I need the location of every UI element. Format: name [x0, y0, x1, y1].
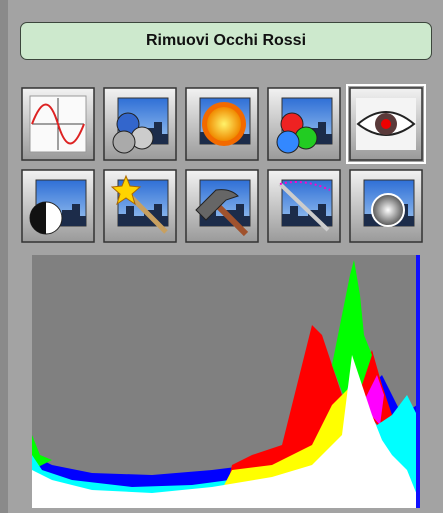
selection	[346, 84, 426, 164]
tool-button-eye[interactable]	[346, 84, 426, 164]
icon	[31, 103, 85, 145]
icon	[278, 182, 330, 232]
tool-button-balls[interactable]	[103, 87, 177, 161]
tool-button-sun[interactable]	[185, 87, 259, 161]
icon	[112, 130, 136, 154]
icon	[207, 107, 241, 141]
icon	[276, 130, 300, 154]
icon	[195, 189, 239, 221]
title: Rimuovi Occhi Rossi	[20, 22, 432, 60]
tool-button-rgb[interactable]	[267, 87, 341, 161]
icon	[371, 193, 405, 227]
tool-button-curve[interactable]	[21, 87, 95, 161]
icon	[381, 119, 391, 129]
tool-button-brush[interactable]	[267, 169, 341, 243]
panel-edge	[0, 0, 8, 513]
tool-button-glow[interactable]	[349, 169, 423, 243]
tool-button-wand[interactable]	[103, 169, 177, 243]
tool-button-contrast[interactable]	[21, 169, 95, 243]
icon	[30, 202, 46, 234]
tool-button-hammer[interactable]	[185, 169, 259, 243]
icon	[110, 174, 142, 206]
histogram	[32, 255, 420, 508]
icon	[279, 181, 331, 191]
